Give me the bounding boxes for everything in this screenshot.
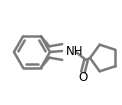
- Text: NH: NH: [66, 45, 83, 58]
- Text: O: O: [78, 70, 88, 83]
